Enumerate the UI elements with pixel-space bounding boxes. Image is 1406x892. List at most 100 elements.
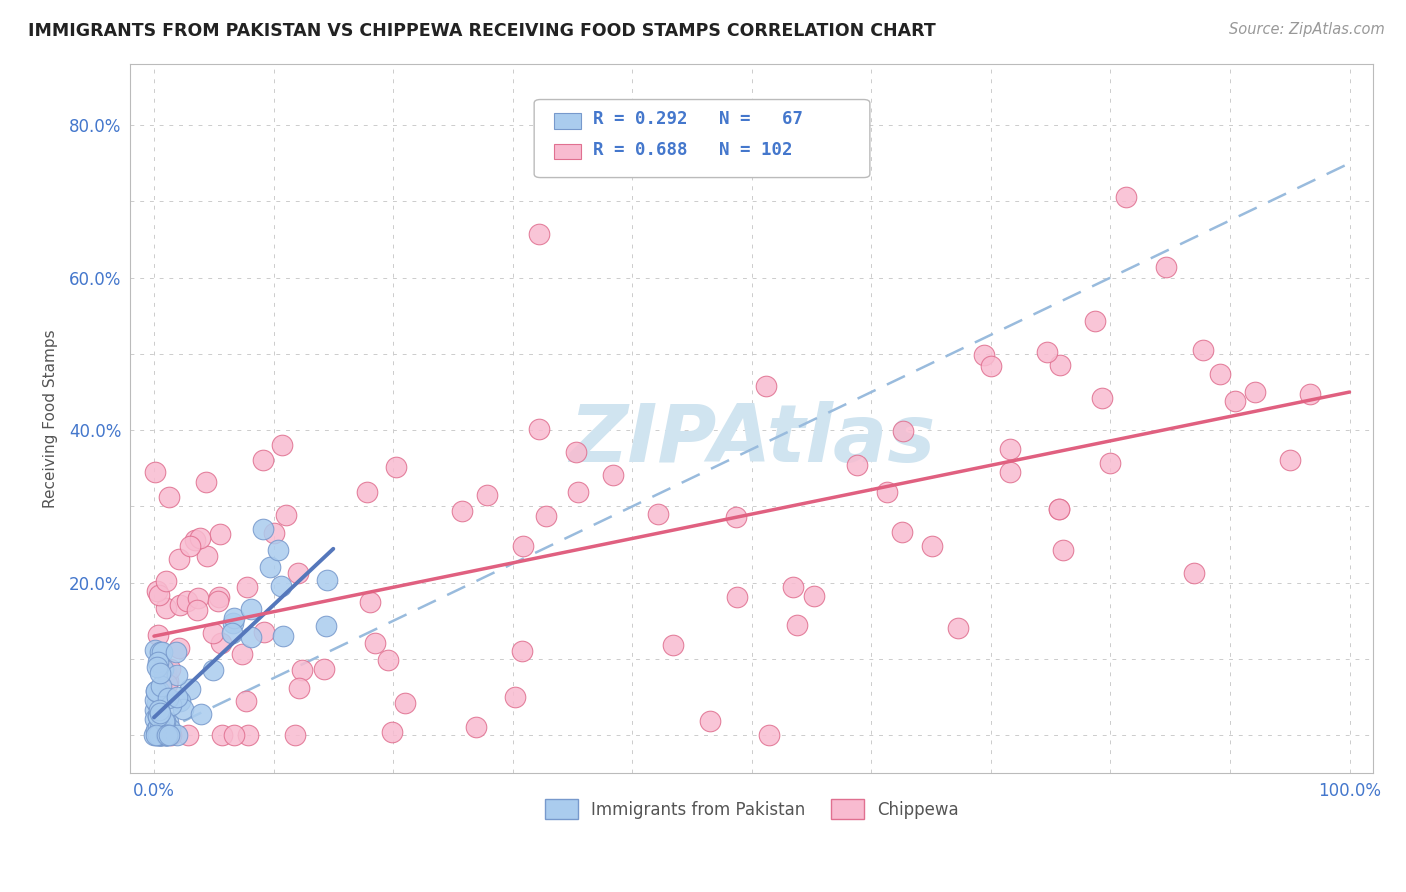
Point — [186, 603, 208, 617]
Point — [876, 485, 898, 500]
Point — [153, 714, 176, 729]
Point — [512, 644, 534, 658]
FancyBboxPatch shape — [554, 144, 582, 159]
Point — [195, 549, 218, 563]
Point — [725, 590, 748, 604]
Point — [146, 727, 169, 741]
Point — [150, 727, 173, 741]
Point — [157, 491, 180, 505]
Point — [503, 690, 526, 704]
Point — [259, 560, 281, 574]
Point — [176, 727, 198, 741]
Point — [157, 714, 180, 729]
Point — [176, 594, 198, 608]
Point — [567, 485, 589, 500]
Point — [172, 702, 194, 716]
Point — [209, 636, 232, 650]
Point — [145, 727, 167, 741]
Point — [238, 727, 260, 741]
Point — [236, 581, 259, 595]
Point — [252, 453, 274, 467]
Point — [183, 533, 205, 547]
Point — [146, 696, 169, 710]
Point — [565, 445, 588, 459]
Point — [145, 465, 167, 479]
Y-axis label: Receiving Food Stamps: Receiving Food Stamps — [44, 329, 58, 508]
Point — [527, 227, 550, 242]
Point — [207, 594, 229, 608]
Point — [315, 619, 337, 633]
Point — [148, 589, 170, 603]
Point — [143, 642, 166, 657]
Point — [356, 484, 378, 499]
FancyBboxPatch shape — [534, 100, 870, 178]
Point — [188, 531, 211, 545]
Point — [314, 662, 336, 676]
Point — [786, 618, 808, 632]
Point — [202, 663, 225, 677]
Point — [165, 645, 187, 659]
Point — [253, 625, 276, 640]
Point — [143, 727, 166, 741]
Point — [782, 580, 804, 594]
Point — [149, 727, 172, 741]
Point — [155, 727, 177, 741]
Point — [1192, 343, 1215, 357]
Point — [157, 673, 180, 688]
Point — [222, 727, 245, 741]
Text: R = 0.688   N = 102: R = 0.688 N = 102 — [592, 141, 792, 159]
Point — [148, 703, 170, 717]
Point — [143, 692, 166, 706]
Point — [291, 663, 314, 677]
Point — [1299, 387, 1322, 401]
Point — [647, 507, 669, 521]
Point — [156, 691, 179, 706]
Point — [167, 640, 190, 655]
Point — [146, 727, 169, 741]
Point — [179, 682, 201, 697]
Point — [602, 468, 624, 483]
Point — [167, 552, 190, 566]
Point — [211, 727, 233, 741]
Point — [149, 727, 172, 741]
Point — [699, 714, 721, 729]
Point — [1035, 345, 1057, 359]
Point — [1279, 453, 1302, 467]
Point — [450, 504, 472, 518]
Point — [1052, 543, 1074, 558]
Point — [156, 676, 179, 690]
Point — [284, 727, 307, 741]
Point — [1049, 358, 1071, 372]
Point — [271, 438, 294, 452]
Point — [1000, 442, 1022, 456]
Point — [1209, 368, 1232, 382]
Point — [222, 611, 245, 625]
Point — [148, 628, 170, 642]
Point — [146, 659, 169, 673]
Text: IMMIGRANTS FROM PAKISTAN VS CHIPPEWA RECEIVING FOOD STAMPS CORRELATION CHART: IMMIGRANTS FROM PAKISTAN VS CHIPPEWA REC… — [28, 22, 936, 40]
Point — [148, 720, 170, 734]
Point — [153, 714, 176, 729]
Point — [169, 693, 191, 707]
Point — [145, 684, 167, 698]
Point — [146, 655, 169, 669]
Point — [274, 508, 297, 522]
Point — [316, 574, 339, 588]
Point — [150, 723, 173, 738]
Point — [150, 644, 173, 658]
Point — [364, 635, 387, 649]
Point — [149, 727, 172, 741]
Point — [150, 679, 173, 693]
Point — [153, 727, 176, 741]
Point — [758, 727, 780, 741]
Point — [148, 727, 170, 741]
Point — [148, 708, 170, 723]
Point — [149, 727, 172, 741]
Point — [146, 584, 169, 599]
Point — [153, 725, 176, 739]
Point — [145, 723, 167, 738]
Point — [477, 488, 499, 502]
Point — [252, 522, 274, 536]
Point — [155, 665, 177, 679]
Point — [891, 425, 914, 439]
